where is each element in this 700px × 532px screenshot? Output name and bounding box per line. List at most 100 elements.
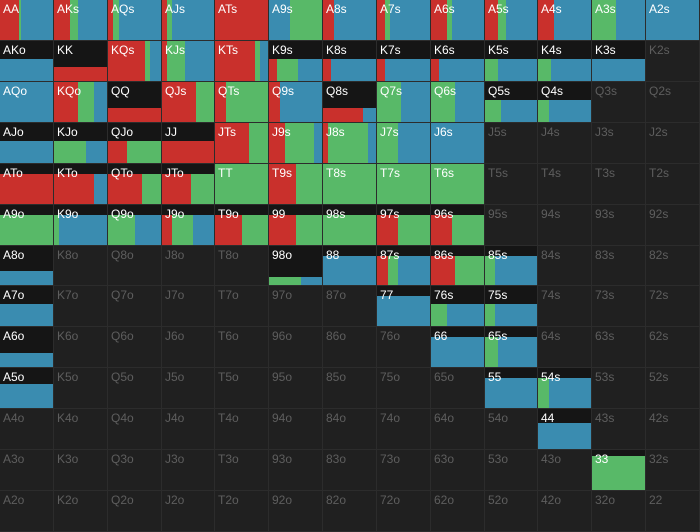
hand-cell-AJo[interactable]: AJo — [0, 123, 54, 164]
hand-cell-52s[interactable]: 52s — [646, 368, 700, 409]
hand-cell-22[interactable]: 22 — [646, 491, 700, 532]
hand-cell-KK[interactable]: KK — [54, 41, 108, 82]
hand-cell-J8o[interactable]: J8o — [162, 246, 215, 286]
hand-cell-86o[interactable]: 86o — [323, 327, 377, 368]
hand-cell-JTs[interactable]: JTs — [215, 123, 269, 164]
hand-cell-QTo[interactable]: QTo — [108, 164, 162, 205]
hand-cell-Q9s[interactable]: Q9s — [269, 82, 323, 123]
hand-cell-K8o[interactable]: K8o — [54, 246, 108, 286]
hand-cell-A8s[interactable]: A8s — [323, 0, 377, 41]
hand-cell-85o[interactable]: 85o — [323, 368, 377, 409]
hand-cell-84s[interactable]: 84s — [538, 246, 592, 286]
hand-cell-93o[interactable]: 93o — [269, 450, 323, 491]
hand-cell-T6o[interactable]: T6o — [215, 327, 269, 368]
hand-cell-43o[interactable]: 43o — [538, 450, 592, 491]
hand-cell-J7o[interactable]: J7o — [162, 286, 215, 327]
hand-cell-T7s[interactable]: T7s — [377, 164, 431, 205]
hand-cell-86s[interactable]: 86s — [431, 246, 485, 286]
hand-cell-Q6s[interactable]: Q6s — [431, 82, 485, 123]
hand-cell-K6s[interactable]: K6s — [431, 41, 485, 82]
hand-cell-95s[interactable]: 95s — [485, 205, 538, 246]
hand-cell-K9s[interactable]: K9s — [269, 41, 323, 82]
hand-cell-K7s[interactable]: K7s — [377, 41, 431, 82]
hand-cell-K8s[interactable]: K8s — [323, 41, 377, 82]
hand-cell-KJs[interactable]: KJs — [162, 41, 215, 82]
hand-cell-K5s[interactable]: K5s — [485, 41, 538, 82]
hand-cell-76s[interactable]: 76s — [431, 286, 485, 327]
hand-cell-AQs[interactable]: AQs — [108, 0, 162, 41]
hand-cell-33[interactable]: 33 — [592, 450, 646, 491]
hand-cell-K2s[interactable]: K2s — [646, 41, 700, 82]
hand-cell-94o[interactable]: 94o — [269, 409, 323, 450]
hand-cell-55[interactable]: 55 — [485, 368, 538, 409]
hand-cell-KJo[interactable]: KJo — [54, 123, 108, 164]
hand-cell-J7s[interactable]: J7s — [377, 123, 431, 164]
hand-cell-A2s[interactable]: A2s — [646, 0, 700, 41]
hand-cell-J8s[interactable]: J8s — [323, 123, 377, 164]
hand-cell-73o[interactable]: 73o — [377, 450, 431, 491]
hand-cell-A9o[interactable]: A9o — [0, 205, 54, 246]
hand-cell-AQo[interactable]: AQo — [0, 82, 54, 123]
hand-cell-63s[interactable]: 63s — [592, 327, 646, 368]
hand-cell-88[interactable]: 88 — [323, 246, 377, 286]
hand-cell-54o[interactable]: 54o — [485, 409, 538, 450]
hand-cell-95o[interactable]: 95o — [269, 368, 323, 409]
hand-cell-A7o[interactable]: A7o — [0, 286, 54, 327]
hand-cell-J6o[interactable]: J6o — [162, 327, 215, 368]
hand-cell-TT[interactable]: TT — [215, 164, 269, 205]
hand-cell-K7o[interactable]: K7o — [54, 286, 108, 327]
hand-cell-T5o[interactable]: T5o — [215, 368, 269, 409]
hand-cell-QTs[interactable]: QTs — [215, 82, 269, 123]
hand-cell-Q2s[interactable]: Q2s — [646, 82, 700, 123]
hand-cell-76o[interactable]: 76o — [377, 327, 431, 368]
hand-cell-K5o[interactable]: K5o — [54, 368, 108, 409]
hand-cell-96o[interactable]: 96o — [269, 327, 323, 368]
hand-cell-T3s[interactable]: T3s — [592, 164, 646, 205]
hand-cell-K9o[interactable]: K9o — [54, 205, 108, 246]
hand-cell-J3s[interactable]: J3s — [592, 123, 646, 164]
hand-cell-K4o[interactable]: K4o — [54, 409, 108, 450]
hand-cell-A7s[interactable]: A7s — [377, 0, 431, 41]
hand-cell-A4o[interactable]: A4o — [0, 409, 54, 450]
hand-cell-Q4o[interactable]: Q4o — [108, 409, 162, 450]
hand-cell-K4s[interactable]: K4s — [538, 41, 592, 82]
hand-cell-32o[interactable]: 32o — [592, 491, 646, 532]
hand-cell-K3s[interactable]: K3s — [592, 41, 646, 82]
hand-cell-T7o[interactable]: T7o — [215, 286, 269, 327]
hand-cell-Q2o[interactable]: Q2o — [108, 491, 162, 532]
hand-cell-AA[interactable]: AA — [0, 0, 54, 41]
hand-cell-97o[interactable]: 97o — [269, 286, 323, 327]
hand-cell-74s[interactable]: 74s — [538, 286, 592, 327]
hand-cell-T4s[interactable]: T4s — [538, 164, 592, 205]
hand-cell-53o[interactable]: 53o — [485, 450, 538, 491]
hand-cell-J6s[interactable]: J6s — [431, 123, 485, 164]
hand-cell-T9s[interactable]: T9s — [269, 164, 323, 205]
hand-cell-Q7o[interactable]: Q7o — [108, 286, 162, 327]
hand-cell-42o[interactable]: 42o — [538, 491, 592, 532]
hand-cell-T8o[interactable]: T8o — [215, 246, 269, 286]
hand-cell-K3o[interactable]: K3o — [54, 450, 108, 491]
hand-cell-AKo[interactable]: AKo — [0, 41, 54, 82]
hand-cell-72s[interactable]: 72s — [646, 286, 700, 327]
hand-cell-65o[interactable]: 65o — [431, 368, 485, 409]
hand-cell-ATs[interactable]: ATs — [215, 0, 269, 41]
hand-cell-QQ[interactable]: QQ — [108, 82, 162, 123]
hand-cell-A5s[interactable]: A5s — [485, 0, 538, 41]
hand-cell-T4o[interactable]: T4o — [215, 409, 269, 450]
hand-cell-J2o[interactable]: J2o — [162, 491, 215, 532]
hand-cell-KQo[interactable]: KQo — [54, 82, 108, 123]
hand-cell-75s[interactable]: 75s — [485, 286, 538, 327]
hand-cell-A2o[interactable]: A2o — [0, 491, 54, 532]
hand-cell-KTs[interactable]: KTs — [215, 41, 269, 82]
hand-cell-96s[interactable]: 96s — [431, 205, 485, 246]
hand-cell-ATo[interactable]: ATo — [0, 164, 54, 205]
hand-cell-43s[interactable]: 43s — [592, 409, 646, 450]
hand-cell-J5o[interactable]: J5o — [162, 368, 215, 409]
hand-cell-Q4s[interactable]: Q4s — [538, 82, 592, 123]
hand-cell-J9s[interactable]: J9s — [269, 123, 323, 164]
hand-cell-99[interactable]: 99 — [269, 205, 323, 246]
hand-cell-65s[interactable]: 65s — [485, 327, 538, 368]
hand-cell-63o[interactable]: 63o — [431, 450, 485, 491]
hand-cell-J5s[interactable]: J5s — [485, 123, 538, 164]
hand-cell-92s[interactable]: 92s — [646, 205, 700, 246]
